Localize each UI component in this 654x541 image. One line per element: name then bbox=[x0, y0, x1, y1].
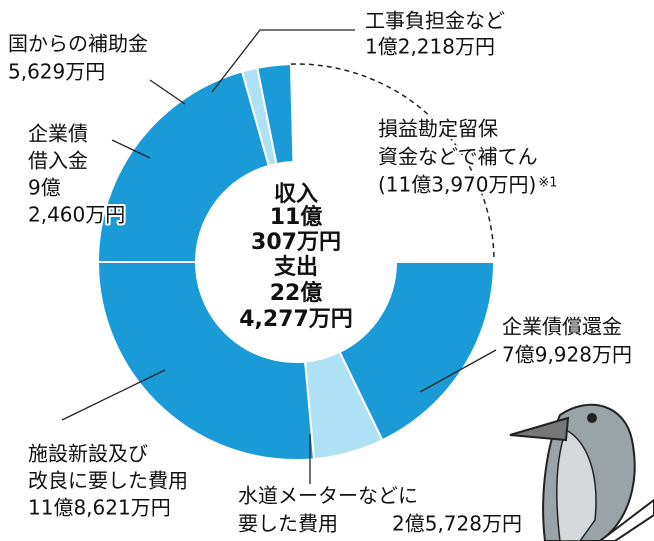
segment-value: 7億9,928万円 bbox=[502, 343, 632, 367]
leader-line bbox=[150, 80, 185, 104]
segment-value: 11億8,621万円 bbox=[28, 496, 171, 520]
segment bbox=[98, 71, 269, 262]
segment-label: 工事負担金など bbox=[365, 9, 505, 33]
segment-value: 5,629万円 bbox=[8, 60, 105, 84]
segment-label: 借入金 bbox=[28, 149, 88, 173]
segment-label: 資金などで補てん bbox=[378, 145, 538, 169]
kingfisher-illustration bbox=[510, 405, 654, 541]
segment-value: 1億2,218万円 bbox=[365, 35, 495, 59]
segment-value: 2,460万円 bbox=[28, 203, 125, 227]
segment-label: 企業債 bbox=[28, 122, 88, 146]
segment-label: 企業債償還金 bbox=[502, 315, 622, 339]
center-total: 11億 bbox=[270, 204, 323, 230]
center-total: 307万円 bbox=[251, 230, 341, 255]
segment-label: 水道メーターなどに bbox=[238, 484, 418, 508]
segment-label: 施設新設及び bbox=[28, 442, 148, 466]
center-total: 22億 bbox=[270, 280, 323, 306]
center-ring-name: 収入 bbox=[274, 182, 318, 207]
segment-label: 損益勘定留保 bbox=[378, 117, 498, 141]
segment-value: 9億 bbox=[28, 176, 61, 200]
center-ring-name: 支出 bbox=[274, 255, 318, 280]
center-total: 4,277万円 bbox=[239, 307, 353, 332]
segment-value: 2億5,728万円 bbox=[392, 512, 522, 536]
footnote-mark: ※1 bbox=[538, 176, 557, 191]
segment-label: 要した費用 bbox=[238, 512, 338, 536]
segment-label: 国からの補助金 bbox=[8, 32, 148, 56]
chart: 収入11億307万円支出22億4,277万円 企業債借入金 9億 2,460万円国から… bbox=[0, 0, 654, 541]
segment-value: (11億3,970万円) bbox=[378, 173, 536, 197]
segment-label: 改良に要した費用 bbox=[28, 469, 188, 493]
